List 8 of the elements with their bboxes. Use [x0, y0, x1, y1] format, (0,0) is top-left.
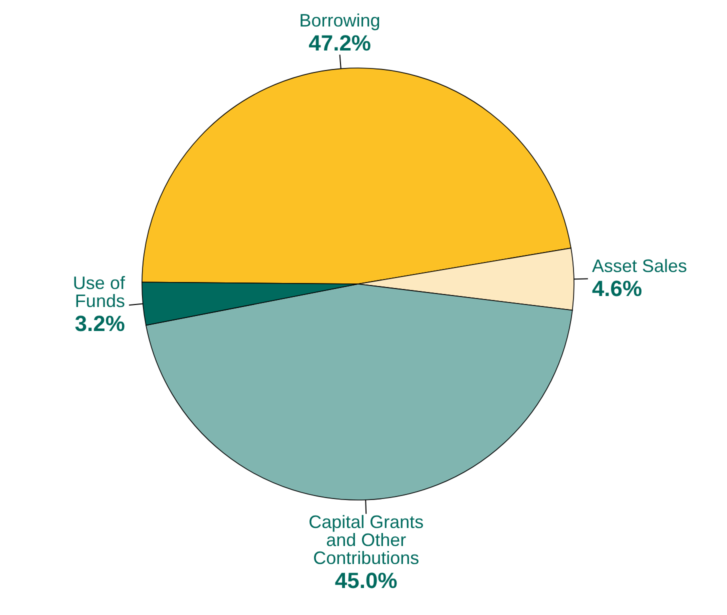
slice-label: Borrowing [299, 10, 380, 31]
data-label: 47.2% [308, 30, 371, 56]
data-label: 3.2% [74, 311, 125, 336]
slice-label: Use of Funds [72, 273, 126, 312]
data-label: 45.0% [334, 568, 398, 593]
data-label: 4.6% [592, 276, 642, 301]
slice-label: Asset Sales [592, 256, 687, 276]
slice-label: Capital Grants and Other Contributions [308, 512, 424, 568]
